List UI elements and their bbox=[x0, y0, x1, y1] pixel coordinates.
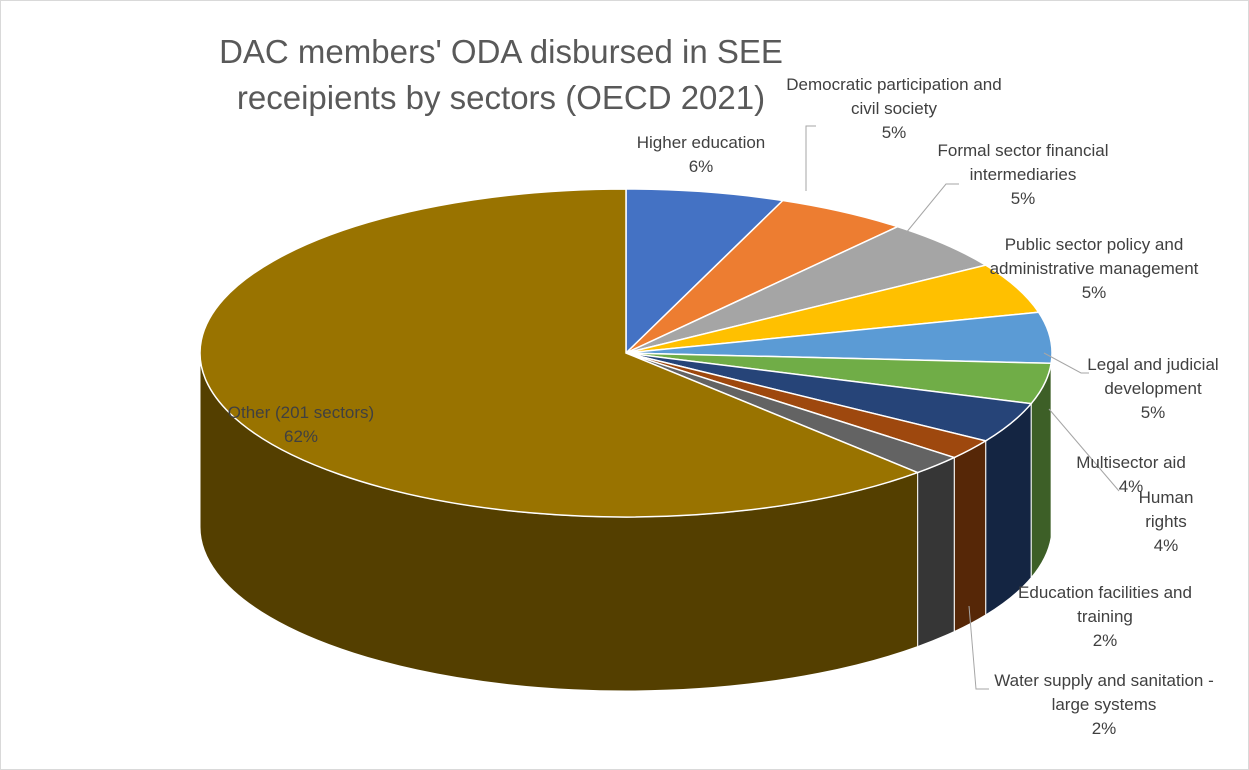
leader-line bbox=[900, 183, 959, 240]
value-label: 5% bbox=[881, 123, 907, 142]
data-label: Other (201 sectors) 62% bbox=[196, 401, 406, 449]
category-label: Education facilities and training bbox=[1018, 583, 1192, 626]
value-label: 4% bbox=[1118, 477, 1144, 496]
leader-line bbox=[1043, 352, 1089, 374]
slice-side bbox=[953, 439, 987, 633]
data-label: Water supply and sanitation - large syst… bbox=[979, 669, 1229, 741]
data-label: Public sector policy and administrative … bbox=[979, 233, 1209, 305]
leader-line bbox=[968, 605, 989, 690]
category-label: Democratic participation and civil socie… bbox=[786, 75, 1002, 118]
category-label: Other (201 sectors) bbox=[227, 403, 375, 422]
data-label: Education facilities and training 2% bbox=[990, 581, 1220, 653]
leader-line bbox=[805, 125, 816, 191]
category-label: Legal and judicial development bbox=[1087, 355, 1219, 398]
data-label: Human rights 4% bbox=[1126, 486, 1206, 558]
value-label: 2% bbox=[1091, 719, 1117, 738]
value-label: 5% bbox=[1010, 189, 1036, 208]
slice bbox=[199, 188, 920, 518]
value-label: 62% bbox=[283, 427, 319, 446]
category-label: Formal sector financial intermediaries bbox=[937, 141, 1109, 184]
category-label: Higher education bbox=[636, 133, 766, 152]
chart-title: DAC members' ODA disbursed in SEE receip… bbox=[219, 33, 783, 116]
category-label: Water supply and sanitation - large syst… bbox=[994, 671, 1214, 714]
leader-line bbox=[1048, 408, 1120, 492]
category-label: Human rights bbox=[1138, 488, 1194, 531]
value-label: 4% bbox=[1153, 536, 1179, 555]
slice-side bbox=[917, 456, 955, 648]
data-label: Formal sector financial intermediaries 5% bbox=[908, 139, 1138, 211]
value-label: 5% bbox=[1140, 403, 1166, 422]
data-label: Democratic participation and civil socie… bbox=[774, 73, 1014, 145]
data-label: Higher education 6% bbox=[616, 131, 786, 179]
data-label: Multisector aid 4% bbox=[1056, 451, 1206, 499]
slice bbox=[625, 188, 785, 355]
category-label: Public sector policy and administrative … bbox=[989, 235, 1199, 278]
category-label: Multisector aid bbox=[1076, 453, 1186, 472]
value-label: 2% bbox=[1092, 631, 1118, 650]
value-label: 5% bbox=[1081, 283, 1107, 302]
data-label: Legal and judicial development 5% bbox=[1068, 353, 1238, 425]
value-label: 6% bbox=[688, 157, 714, 176]
